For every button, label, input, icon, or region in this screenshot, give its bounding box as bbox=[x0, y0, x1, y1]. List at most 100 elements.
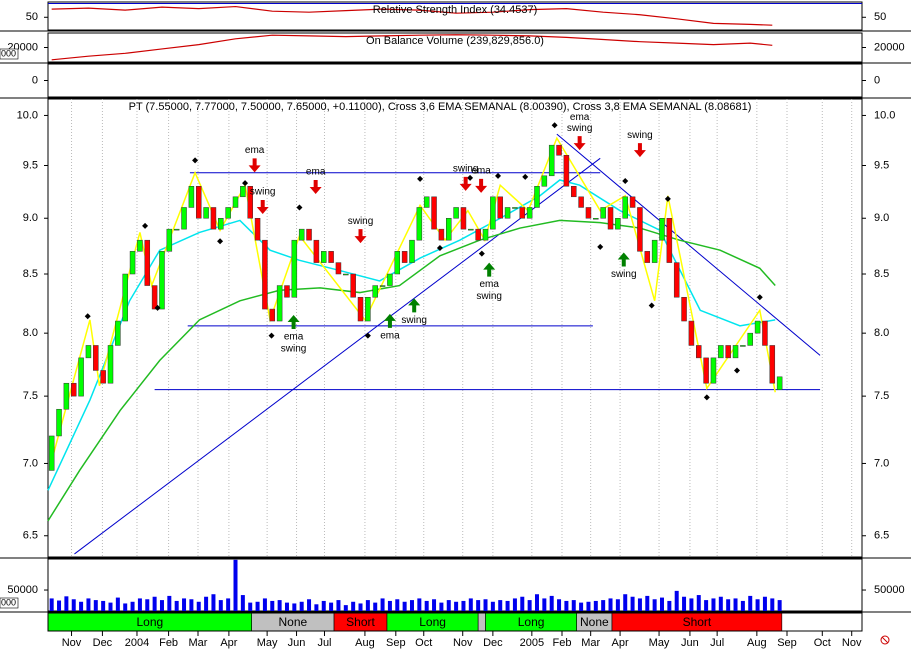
pivot-marker bbox=[733, 367, 740, 374]
x-tick-label: Dec bbox=[93, 637, 113, 649]
volume-bar bbox=[373, 602, 378, 611]
candle-body bbox=[644, 251, 651, 263]
trend-line bbox=[556, 133, 821, 356]
volume-bar bbox=[682, 596, 687, 611]
volume-bar bbox=[733, 598, 738, 611]
candle-body bbox=[431, 196, 437, 230]
candle-body bbox=[335, 262, 342, 275]
candle-body bbox=[585, 207, 592, 219]
volume-bar bbox=[255, 601, 260, 611]
y-tick-label: 8.5 bbox=[874, 268, 889, 280]
x-tick-label: Feb bbox=[553, 637, 572, 649]
candle-body bbox=[276, 285, 283, 322]
volume-bar bbox=[579, 602, 584, 611]
close-icon-cross[interactable] bbox=[881, 636, 889, 644]
volume-bar bbox=[343, 605, 348, 611]
candle-body bbox=[78, 357, 84, 397]
volume-bar bbox=[57, 600, 62, 611]
candle-body bbox=[740, 345, 746, 347]
volume-bar bbox=[93, 600, 98, 611]
candle-body bbox=[629, 196, 636, 208]
x-tick-label: Aug bbox=[355, 637, 375, 649]
volume-bar bbox=[711, 598, 716, 611]
unit-label: 000 bbox=[1, 597, 16, 607]
y-tick-label: 50 bbox=[26, 11, 38, 23]
candle-body bbox=[151, 285, 158, 310]
candle-body bbox=[563, 155, 570, 187]
volume-bar bbox=[468, 598, 473, 611]
candle-body bbox=[129, 251, 136, 275]
volume-bar bbox=[189, 599, 194, 611]
y-tick-label: 50000 bbox=[874, 584, 905, 596]
volume-bar bbox=[299, 601, 304, 611]
candle-body bbox=[754, 320, 761, 334]
close-icon[interactable] bbox=[880, 635, 890, 645]
candle-body bbox=[681, 296, 687, 322]
volume-bar bbox=[71, 599, 76, 611]
candle-body bbox=[284, 285, 290, 298]
x-tick-label: 2005 bbox=[520, 637, 544, 649]
pivot-marker bbox=[296, 204, 303, 211]
volume-bar bbox=[314, 604, 319, 611]
volume-bar bbox=[395, 599, 400, 611]
volume-bar bbox=[483, 599, 488, 611]
overlay-line bbox=[50, 136, 776, 461]
volume-bar bbox=[307, 599, 312, 611]
signal-label: ema bbox=[570, 112, 590, 123]
volume-bar bbox=[211, 594, 216, 611]
y-tick-label: 7.5 bbox=[874, 390, 889, 402]
x-tick-label: Jun bbox=[681, 637, 699, 649]
y-tick-label: 8.0 bbox=[874, 327, 889, 339]
volume-bar bbox=[645, 595, 650, 611]
volume-bar bbox=[512, 598, 517, 611]
candle-body bbox=[607, 207, 614, 230]
signal-arrow bbox=[256, 199, 269, 214]
pivot-marker bbox=[417, 175, 424, 182]
candle-body bbox=[445, 217, 452, 241]
pivot-marker bbox=[467, 174, 474, 181]
pivot-marker bbox=[217, 238, 224, 245]
x-tick-label: Jun bbox=[288, 637, 306, 649]
candle-body bbox=[93, 345, 99, 371]
regime-label: Long bbox=[419, 615, 446, 629]
volume-bar bbox=[101, 600, 106, 611]
trend-line bbox=[74, 157, 601, 555]
overlay-line bbox=[47, 219, 776, 522]
volume-bar bbox=[284, 602, 289, 611]
candle-body bbox=[762, 320, 768, 346]
regime-frame bbox=[47, 612, 863, 632]
y-tick-label: 10.0 bbox=[17, 109, 38, 121]
candle-body bbox=[769, 345, 776, 384]
volume-bar bbox=[167, 595, 172, 611]
signal-label: swing bbox=[348, 216, 374, 227]
volume-bar bbox=[123, 603, 128, 611]
volume-bar bbox=[292, 603, 297, 611]
y-tick-label: 9.5 bbox=[23, 159, 38, 171]
y-tick-label: 7.0 bbox=[23, 457, 38, 469]
signal-label: swing bbox=[627, 130, 653, 141]
candle-body bbox=[548, 144, 555, 177]
candle-body bbox=[710, 357, 717, 384]
volume-bar bbox=[770, 598, 775, 611]
volume-bar bbox=[64, 596, 69, 611]
signal-arrow bbox=[287, 315, 300, 330]
candle-body bbox=[210, 207, 217, 230]
pivot-marker bbox=[756, 294, 763, 301]
volume-bar bbox=[432, 599, 437, 611]
candle-body bbox=[188, 186, 195, 208]
y-tick-label: 9.0 bbox=[874, 212, 889, 224]
volume-bar bbox=[402, 601, 407, 611]
volume-bar bbox=[601, 600, 606, 611]
pivot-marker bbox=[622, 178, 629, 185]
candle-body bbox=[48, 435, 55, 471]
volume-bar bbox=[542, 598, 547, 611]
volume-bar bbox=[270, 600, 275, 611]
volume-bar bbox=[204, 596, 209, 611]
candle-body bbox=[328, 251, 334, 263]
signal-arrow bbox=[573, 136, 586, 151]
candle-body bbox=[534, 186, 540, 208]
candle-body bbox=[526, 207, 533, 219]
pivot-marker bbox=[364, 332, 371, 339]
signal-arrow bbox=[459, 176, 472, 191]
volume-bar bbox=[417, 598, 422, 611]
